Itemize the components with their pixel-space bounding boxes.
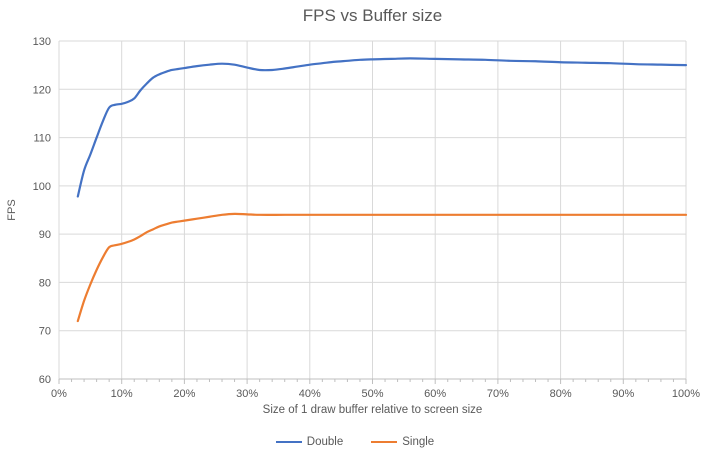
x-tick-label: 0% xyxy=(51,388,67,400)
series-line-double[interactable] xyxy=(76,57,688,198)
legend-item-double[interactable]: Double xyxy=(275,436,344,448)
legend: Double Single xyxy=(0,436,710,448)
plot-area: 60 70 80 90 100 110 120 130 0% 10% 20% 30% 40% 50% 60%… xyxy=(33,36,701,400)
y-tick-label: 100 xyxy=(33,181,51,193)
y-tick-label: 90 xyxy=(39,229,51,241)
legend-line-marker xyxy=(371,440,398,444)
x-tick-label: 10% xyxy=(111,388,133,400)
x-tick-label: 100% xyxy=(672,388,700,400)
x-tick-label: 80% xyxy=(550,388,572,400)
y-tick-label: 110 xyxy=(33,133,51,145)
y-tick-label: 130 xyxy=(33,36,51,48)
x-axis-title: Size of 1 draw buffer relative to screen… xyxy=(262,404,483,416)
y-tick-label: 60 xyxy=(39,374,51,386)
legend-label: Double xyxy=(306,436,344,448)
x-tick-label: 50% xyxy=(361,388,383,400)
chart-title: FPS vs Buffer size xyxy=(302,6,443,25)
x-tick-label: 90% xyxy=(612,388,634,400)
x-tick-label: 40% xyxy=(299,388,321,400)
legend-item-single[interactable]: Single xyxy=(371,436,434,448)
y-tick-label: 120 xyxy=(33,84,51,96)
x-tick-label: 60% xyxy=(424,388,446,400)
y-tick-label: 70 xyxy=(39,326,51,338)
x-tick-label: 20% xyxy=(173,388,195,400)
legend-line-marker xyxy=(275,440,302,444)
legend-label: Single xyxy=(402,436,435,448)
x-tick-label: 30% xyxy=(236,388,258,400)
y-tick-label: 80 xyxy=(39,277,51,289)
series-line-single[interactable] xyxy=(76,212,688,323)
x-tick-label: 70% xyxy=(487,388,509,400)
